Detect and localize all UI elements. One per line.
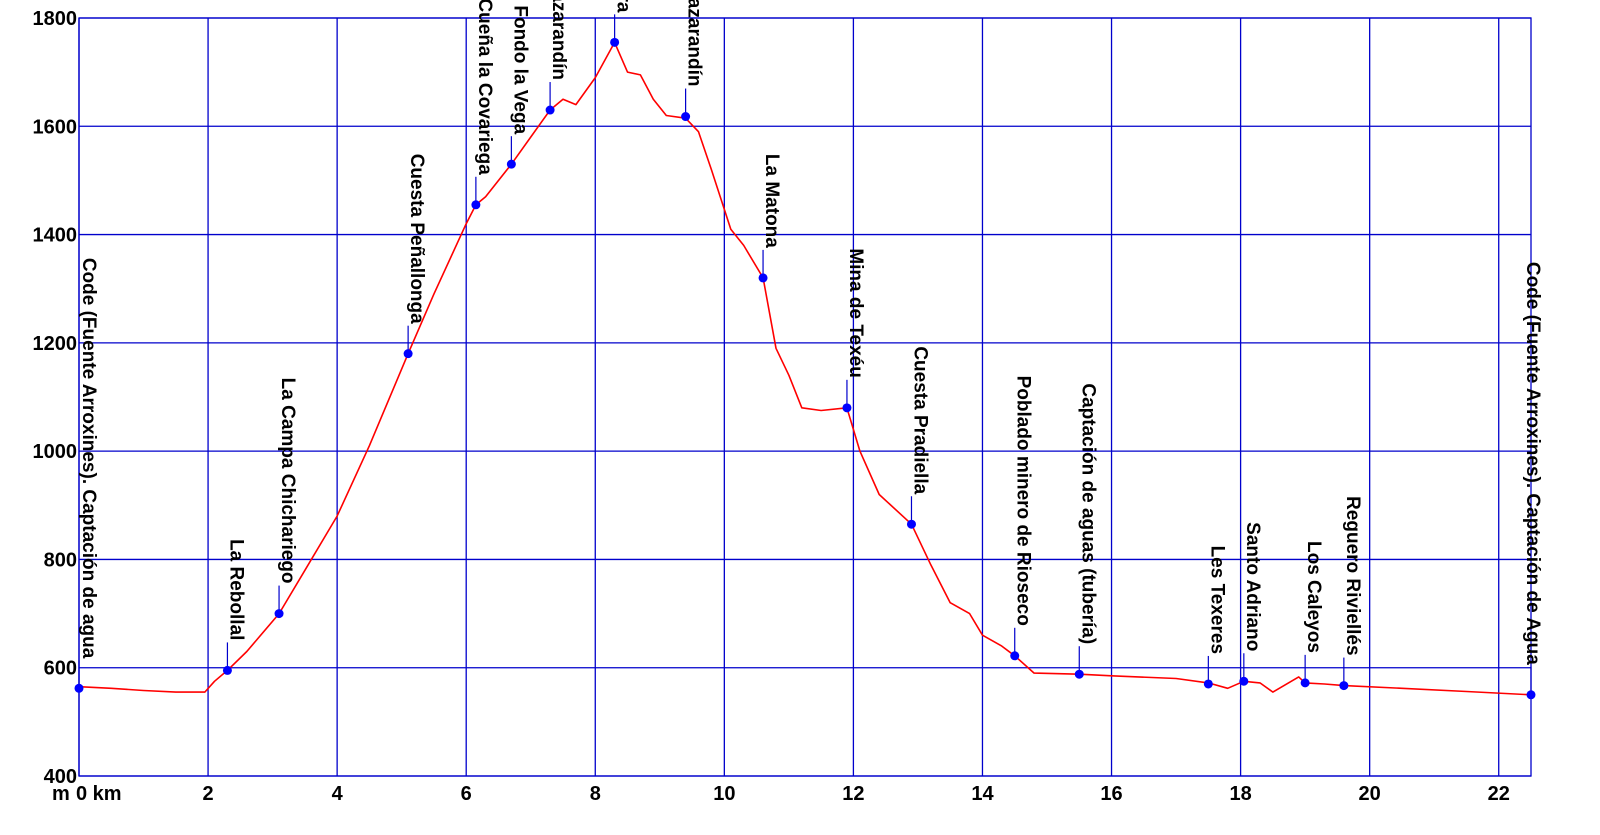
waypoint-label: Santo Adriano [1242, 522, 1263, 651]
y-axis-unit-label: m [52, 783, 70, 805]
waypoint-marker [545, 105, 555, 115]
waypoint-label: Les Texeres [1206, 546, 1227, 654]
waypoint: La Rebollal [222, 539, 246, 675]
waypoint: Cuesta Peñallonga [403, 154, 427, 359]
y-tick-label: 1200 [33, 333, 78, 355]
waypoint-label: La Campa Chichariego [277, 378, 298, 584]
waypoint: Mina de Texéu [842, 248, 866, 413]
x-tick-label: 0 km [76, 783, 122, 805]
waypoint-label: Llagu Fondo la Vega [509, 0, 530, 135]
y-tick-label: 1400 [33, 225, 78, 247]
y-tick-label: 1800 [33, 8, 78, 30]
waypoint-marker [74, 683, 84, 693]
waypoint: Pico La Xistra [610, 0, 634, 47]
waypoint-marker [274, 609, 284, 619]
waypoint: Cuesta Pradiella [906, 346, 930, 529]
waypoint-marker [1339, 681, 1349, 691]
x-tick-label: 12 [842, 783, 864, 805]
waypoint: Santo Adriano [1239, 522, 1263, 686]
waypoint: Llagu Llazarandín [545, 0, 569, 115]
waypoint-label: Cueña la Covariega [474, 0, 495, 175]
waypoint-marker [1239, 676, 1249, 686]
waypoint-marker [222, 665, 232, 675]
waypoints: Code (Fuente Arroxines). Captación de ag… [74, 0, 1543, 700]
x-tick-label: 8 [590, 783, 601, 805]
waypoint: Cueña la Covariega [471, 0, 495, 210]
y-tick-label: 1600 [33, 116, 78, 138]
waypoint-marker [681, 112, 691, 122]
waypoint-label: Los Caleyos [1303, 541, 1324, 653]
elevation-profile-line [78, 41, 1532, 696]
waypoint: Les Texeres [1203, 546, 1227, 689]
waypoint-label: Poblado minero de Rioseco [1013, 376, 1034, 626]
waypoint-label: Captación de aguas (tubería) [1077, 383, 1098, 644]
waypoint-label: Llagu Llazarandín [548, 0, 569, 80]
waypoint-label: Cabañas en Llazarandín [684, 0, 705, 87]
waypoint: Code (Fuente Arroxines). Captación de ag… [74, 258, 99, 693]
x-tick-label: 4 [332, 783, 344, 805]
waypoint: Llagu Fondo la Vega [506, 0, 530, 169]
waypoint: Los Caleyos [1300, 541, 1324, 688]
waypoint-label: Cuesta Peñallonga [406, 154, 427, 324]
y-axis-ticks: 400 600 800 1000 1200 1400 1600 1800 [33, 8, 78, 788]
y-tick-label: 800 [44, 549, 77, 571]
waypoint: Poblado minero de Rioseco [1010, 376, 1034, 661]
x-tick-label: 20 [1359, 783, 1381, 805]
waypoint-marker [1300, 678, 1310, 688]
x-tick-label: 6 [461, 783, 472, 805]
waypoint-label: Code (Fuente Arroxines). Captación de Ag… [1522, 262, 1543, 665]
waypoint-label: La Matona [761, 154, 782, 248]
waypoint-marker [1074, 669, 1084, 679]
waypoint: Captación de aguas (tubería) [1074, 383, 1098, 679]
waypoint-marker [1203, 679, 1213, 689]
waypoint-marker [610, 37, 620, 47]
waypoint-label: Pico La Xistra [613, 0, 634, 13]
waypoint-label: Reguero Riviellés [1342, 496, 1363, 655]
waypoint: Code (Fuente Arroxines). Captación de Ag… [1522, 262, 1543, 700]
waypoint: Reguero Riviellés [1339, 496, 1363, 691]
waypoint-marker [506, 159, 516, 169]
x-tick-label: 22 [1488, 783, 1510, 805]
x-tick-label: 18 [1229, 783, 1251, 805]
y-tick-label: 1000 [33, 441, 78, 463]
waypoint-marker [842, 403, 852, 413]
grid [78, 17, 1532, 777]
waypoint-marker [1010, 651, 1020, 661]
y-tick-label: 400 [44, 766, 77, 788]
waypoint-marker [471, 200, 481, 210]
waypoint: Cabañas en Llazarandín [681, 0, 705, 122]
x-tick-label: 10 [713, 783, 735, 805]
waypoint-label: Code (Fuente Arroxines). Captación de ag… [78, 258, 99, 659]
waypoint-label: Cuesta Pradiella [909, 346, 930, 494]
waypoint-label: La Rebollal [225, 539, 246, 640]
x-axis-ticks: 0 km 2 4 6 8 10 12 14 16 18 20 22 [76, 783, 1510, 805]
waypoint-label: Mina de Texéu [845, 248, 866, 378]
x-tick-label: 2 [203, 783, 214, 805]
waypoint: La Matona [758, 154, 782, 283]
profile-line-group [78, 41, 1532, 696]
waypoint-marker [758, 273, 768, 283]
waypoint-marker [906, 519, 916, 529]
y-tick-label: 600 [44, 658, 77, 680]
waypoint-marker [1526, 690, 1536, 700]
waypoint-marker [403, 349, 413, 359]
x-tick-label: 14 [971, 783, 994, 805]
x-tick-label: 16 [1100, 783, 1122, 805]
waypoint: La Campa Chichariego [274, 378, 298, 619]
